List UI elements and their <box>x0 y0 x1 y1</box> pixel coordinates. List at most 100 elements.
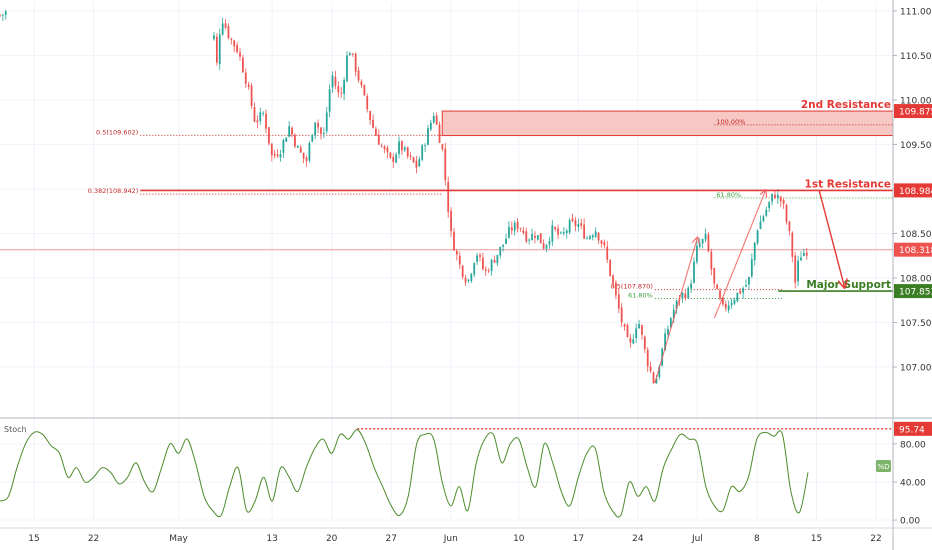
price-tick-label: 110.000 <box>900 96 932 106</box>
candle-body <box>375 128 377 136</box>
candle-body <box>403 147 406 150</box>
candle-body <box>646 349 649 367</box>
candle-body <box>802 252 805 256</box>
candle-body <box>354 53 357 72</box>
candle-body <box>638 323 640 329</box>
candle-body <box>542 243 545 249</box>
candle-body <box>594 231 597 237</box>
candle-body <box>519 228 522 230</box>
candle-body <box>641 325 643 335</box>
candle-body <box>334 76 337 86</box>
candle-body <box>227 26 230 39</box>
stoch-tick-label: 40.00 <box>900 478 926 488</box>
candle-body <box>502 244 505 247</box>
candle-body <box>586 238 588 239</box>
candle-body <box>574 220 577 227</box>
candle-body <box>479 254 481 257</box>
current-price-badge <box>894 242 932 257</box>
candle-body <box>490 259 493 271</box>
candle-body <box>716 284 719 289</box>
candle-body <box>704 233 707 240</box>
candle-body <box>476 255 479 262</box>
candle-body <box>427 128 429 145</box>
candle-body <box>484 269 487 271</box>
candle-body <box>346 55 348 82</box>
stoch-title: Stoch <box>4 425 27 434</box>
candle-body <box>765 209 768 216</box>
candle-body <box>244 72 247 84</box>
candle-body <box>560 232 562 234</box>
first-resistance-badge-label: 108.984 <box>899 187 932 197</box>
candle-body <box>629 338 632 343</box>
candle-body <box>461 265 464 277</box>
fib-level-label: 0.5(107.870) <box>611 283 653 291</box>
candle-body <box>710 251 713 270</box>
candle-body <box>649 366 652 371</box>
candle-body <box>600 240 603 244</box>
candle-body <box>623 324 626 327</box>
candle-body <box>450 210 452 232</box>
stoch-peak-badge <box>894 421 932 436</box>
price-tick-label: 108.500 <box>900 230 932 240</box>
candle-body <box>311 134 314 142</box>
stoch-series-line <box>0 429 809 518</box>
price-tick-label: 107.500 <box>900 319 932 329</box>
candle-body <box>571 218 574 222</box>
candle-body <box>719 290 721 299</box>
candle-body <box>551 225 554 242</box>
candle-body <box>386 147 389 153</box>
candle-body <box>1 14 4 16</box>
candle-body <box>268 127 270 144</box>
forecast-arrow <box>818 189 845 287</box>
candle-body <box>609 259 612 276</box>
candle-body <box>531 234 533 241</box>
time-tick-label: Jun <box>443 534 458 544</box>
candle-body <box>412 157 415 163</box>
candle-body <box>513 222 516 231</box>
candle-body <box>215 36 218 63</box>
time-tick-label: 24 <box>632 534 644 544</box>
candle-body <box>317 122 319 128</box>
major-support-label: Major Support <box>806 279 891 291</box>
candle-body <box>505 238 507 244</box>
candle-body <box>377 134 380 145</box>
time-tick-label: 15 <box>28 534 39 544</box>
candle-body <box>294 134 296 147</box>
candle-body <box>496 254 499 264</box>
candle-body <box>695 245 698 262</box>
candle-body <box>247 84 250 87</box>
candle-body <box>262 113 265 115</box>
candle-body <box>369 111 372 121</box>
candle-body <box>0 14 1 16</box>
price-tick-label: 108.000 <box>900 275 932 285</box>
candle-body <box>302 152 305 159</box>
candle-body <box>340 92 343 94</box>
candle-body <box>652 372 655 383</box>
candle-body <box>363 85 366 96</box>
major-support-badge-label: 107.853 <box>899 288 932 298</box>
candle-body <box>308 143 311 161</box>
candle-body <box>794 255 797 283</box>
candle-body <box>516 221 519 229</box>
annotations-back: 0.5(109.602)0.382(108.942)100.00%61.80%0… <box>0 110 894 299</box>
candle-body <box>241 57 244 73</box>
fib-level-label: 0.5(109.602) <box>96 128 138 136</box>
time-tick-label: 8 <box>754 534 760 544</box>
candle-body <box>299 147 302 153</box>
candle-body <box>687 287 690 299</box>
candle-body <box>727 305 730 310</box>
candle-body <box>213 35 215 40</box>
candle-body <box>655 378 658 384</box>
candle-body <box>510 227 513 231</box>
candle-body <box>557 228 559 235</box>
time-tick-label: 10 <box>513 534 525 544</box>
fib-level-label: 0.382(108.942) <box>88 187 139 195</box>
candle-body <box>285 137 288 142</box>
candle-body <box>672 309 675 319</box>
candle-body <box>239 52 241 57</box>
candle-body <box>632 339 635 344</box>
price-tick-label: 111.000 <box>900 7 932 17</box>
candle-body <box>314 122 317 136</box>
candle-body <box>322 132 325 134</box>
